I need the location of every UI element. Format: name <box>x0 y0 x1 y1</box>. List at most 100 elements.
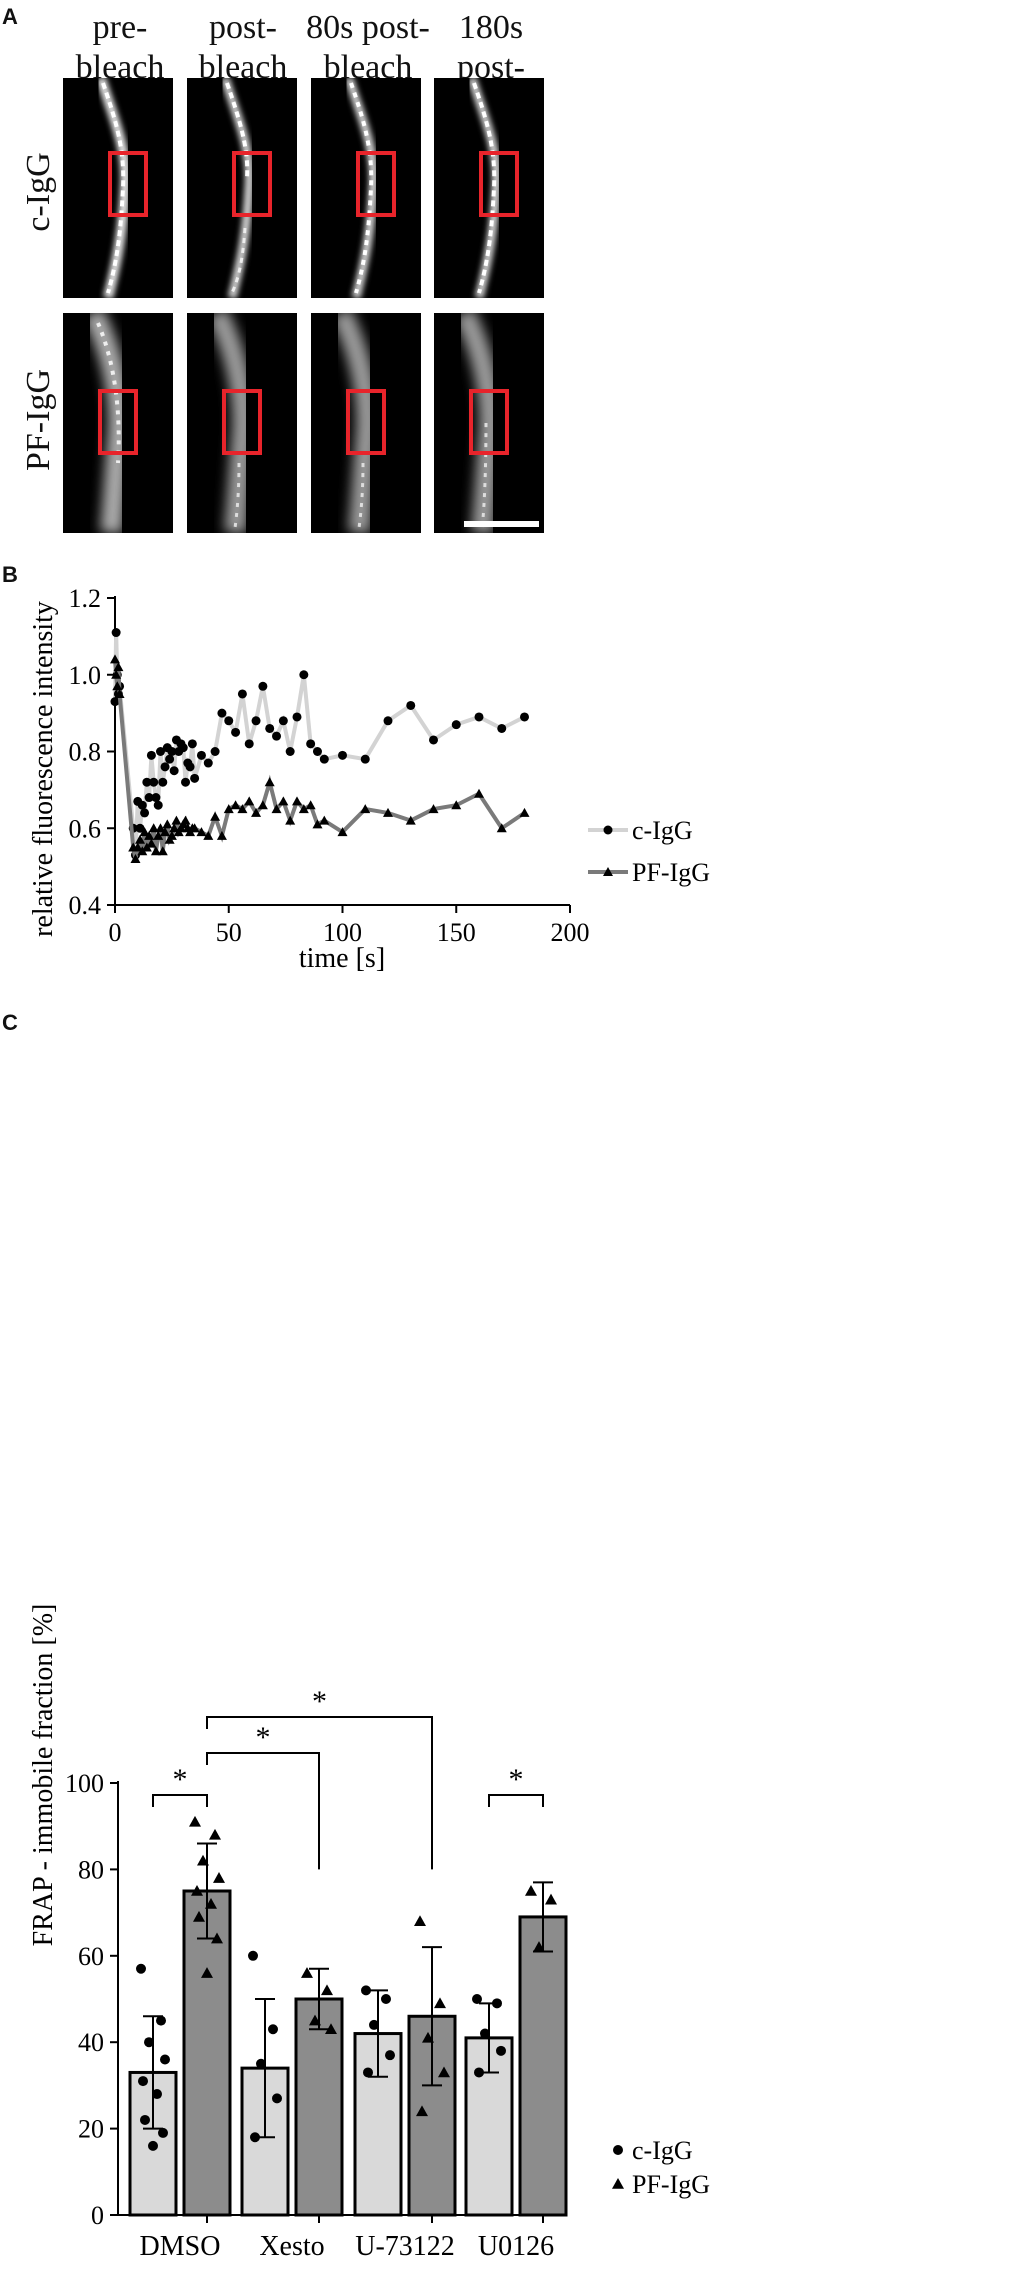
y-tick-label: 20 <box>78 2115 104 2144</box>
data-point <box>210 747 220 756</box>
data-point <box>278 796 289 806</box>
data-point <box>223 804 234 814</box>
data-point <box>146 838 157 848</box>
data-point <box>181 777 191 787</box>
data-point <box>144 2037 154 2048</box>
y-tick-label: 0 <box>91 2201 104 2230</box>
data-point <box>139 827 150 837</box>
data-point <box>178 743 188 753</box>
x-tick-label: 50 <box>216 918 242 947</box>
data-point <box>496 2045 506 2056</box>
data-point <box>271 804 282 814</box>
y-tick-label: 100 <box>65 1769 104 1798</box>
data-point <box>140 808 150 818</box>
data-point <box>152 2089 162 2100</box>
data-point <box>189 823 200 833</box>
data-point <box>114 688 125 698</box>
legend-label: PF-IgG <box>632 2170 710 2199</box>
data-point <box>231 727 241 737</box>
bleach-roi-box <box>356 151 396 217</box>
data-point <box>299 670 309 680</box>
legend-label: c-IgG <box>632 2136 693 2165</box>
data-point <box>217 708 227 718</box>
panel-b-letter: B <box>2 562 18 587</box>
data-point <box>113 662 124 672</box>
data-point <box>158 777 168 787</box>
bleach-roi-box <box>108 151 148 217</box>
data-point <box>169 766 179 776</box>
significance-star: * <box>509 1763 524 1796</box>
data-point <box>148 823 159 833</box>
data-point <box>305 800 316 810</box>
legend-label: c-IgG <box>632 816 693 845</box>
data-point <box>428 804 439 814</box>
bleach-roi-box <box>346 389 386 455</box>
data-point <box>111 628 121 638</box>
data-point <box>438 2066 450 2078</box>
data-point <box>272 2093 282 2104</box>
data-point <box>153 800 163 810</box>
x-tick-label: DMSO <box>140 2231 221 2262</box>
scale-bar <box>464 521 539 527</box>
y-tick-label: 0.4 <box>69 891 102 920</box>
data-point <box>149 777 159 787</box>
data-point <box>193 1910 205 1922</box>
immobile-fraction-bar-chart: FRAP - immobile fraction [%] 0 20 40 60 80 10… <box>28 1604 710 2262</box>
micrograph-c-igg-pre-bleach <box>63 78 173 298</box>
y-tick-label: 40 <box>78 2028 104 2057</box>
data-point <box>210 811 221 821</box>
data-point <box>492 1998 502 2009</box>
y-axis-label: relative fluorescence intensity <box>28 601 59 937</box>
data-point <box>151 793 161 803</box>
data-point <box>136 1963 146 1974</box>
bleach-roi-box <box>469 389 509 455</box>
data-point <box>385 2050 395 2061</box>
data-point <box>472 1994 482 2004</box>
data-point <box>197 1854 209 1866</box>
data-point <box>203 758 213 768</box>
data-point <box>251 716 261 726</box>
data-point <box>248 1950 258 1961</box>
data-point <box>429 735 438 745</box>
significance-bracket <box>206 1716 433 1870</box>
data-point <box>216 830 227 840</box>
data-point <box>292 796 302 806</box>
micrograph-pf-igg-80s-post-bleach <box>311 313 421 533</box>
data-point <box>520 712 529 722</box>
data-point <box>135 834 146 844</box>
data-point <box>321 1984 333 1996</box>
data-point <box>166 830 177 840</box>
data-point <box>160 827 171 837</box>
data-point <box>157 846 168 856</box>
bleach-roi-box <box>222 389 262 455</box>
data-point <box>298 804 309 814</box>
micrograph-pf-igg-post-bleach <box>187 313 297 533</box>
data-point <box>381 1994 391 2004</box>
data-point <box>158 2127 168 2138</box>
data-point <box>138 2076 148 2087</box>
data-point <box>497 723 507 733</box>
data-point <box>144 830 155 840</box>
data-point <box>142 777 152 787</box>
data-point <box>285 747 295 756</box>
significance-bracket <box>206 1752 320 1870</box>
column-header-post-bleach: post- bleach <box>198 9 288 86</box>
data-point <box>265 723 275 733</box>
data-point <box>211 1932 223 1944</box>
data-point <box>264 777 275 787</box>
data-point <box>150 846 161 856</box>
data-point <box>160 762 170 772</box>
data-point <box>496 823 507 833</box>
significance-bracket <box>488 1794 544 1807</box>
legend-label: PF-IgG <box>632 858 710 887</box>
data-point <box>474 2067 484 2078</box>
data-point <box>363 2067 373 2078</box>
data-point <box>146 750 156 760</box>
data-point <box>422 2031 434 2043</box>
x-axis-label: time [s] <box>299 943 385 974</box>
data-point <box>406 700 416 710</box>
data-point <box>148 2140 158 2151</box>
data-point <box>156 747 165 756</box>
micrograph-c-igg-80s-post-bleach <box>311 78 421 298</box>
data-point <box>196 827 207 837</box>
